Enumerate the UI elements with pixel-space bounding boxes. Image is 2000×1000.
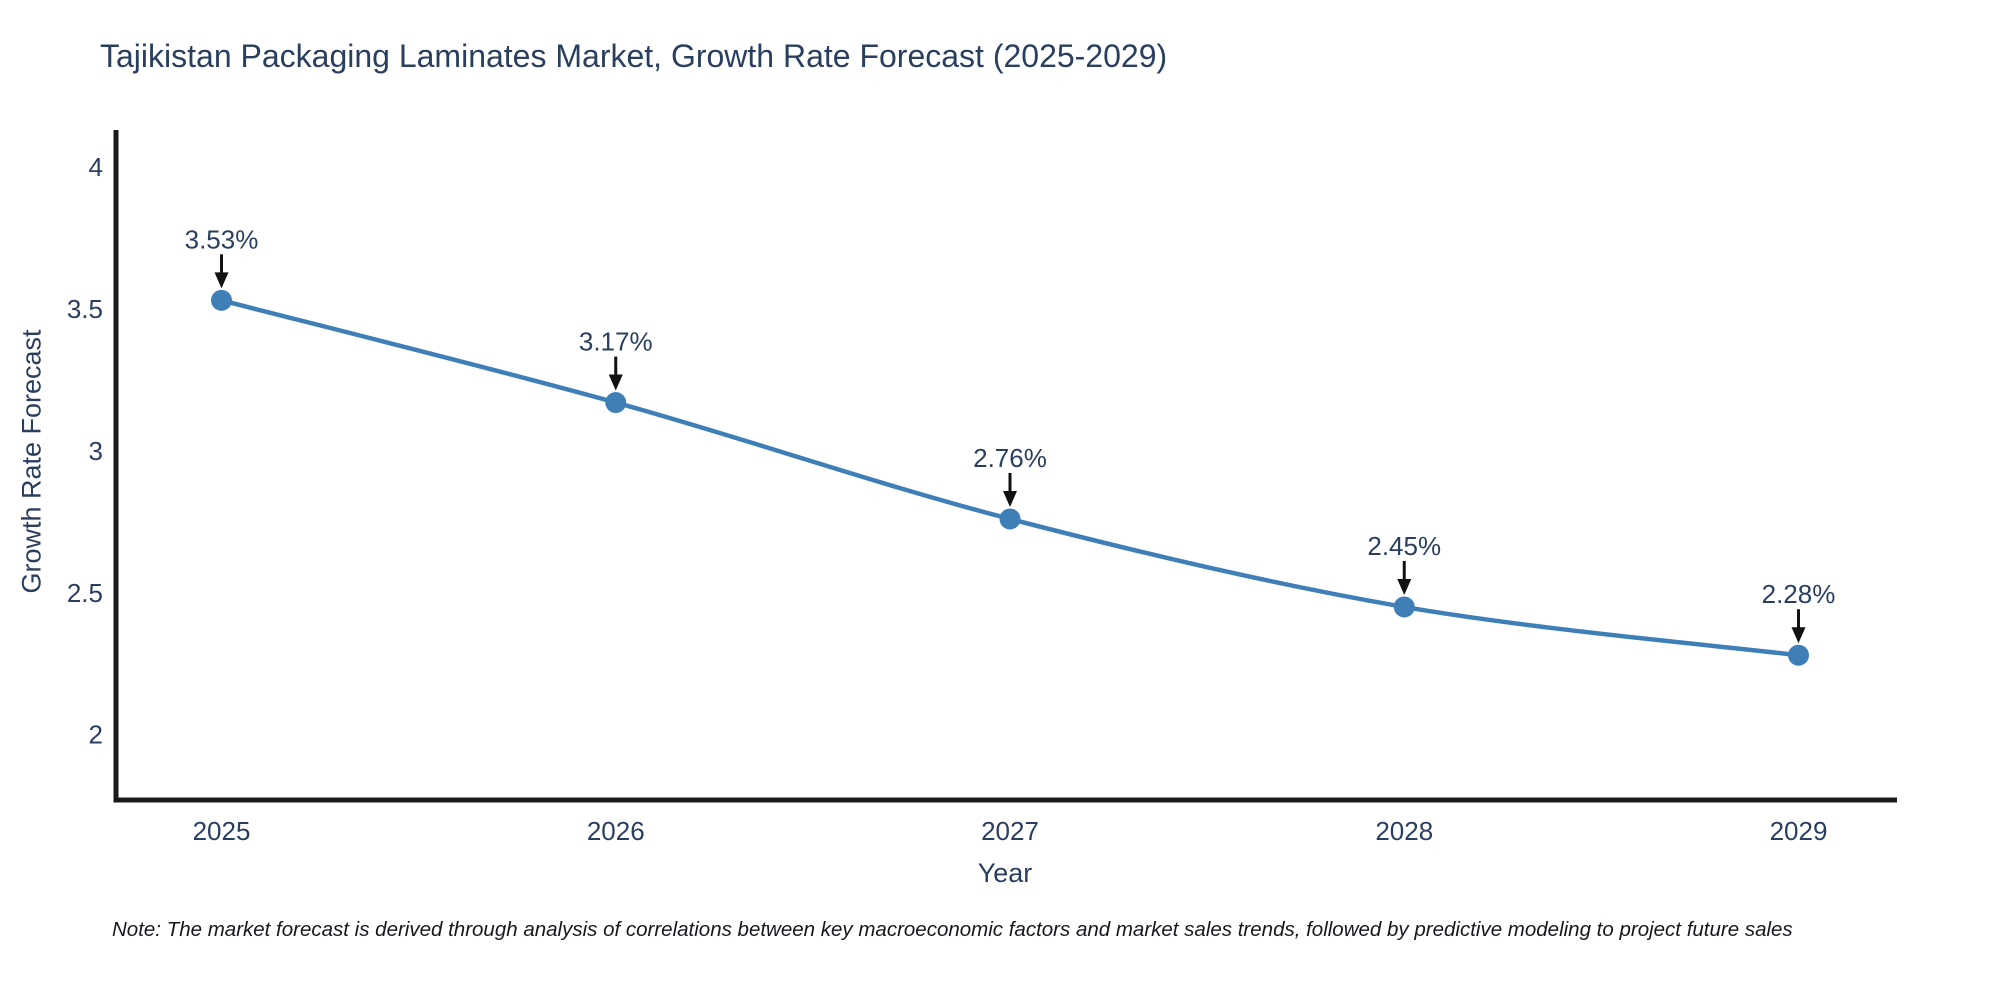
y-tick-label: 3	[89, 436, 103, 466]
data-point[interactable]	[1788, 644, 1809, 666]
annotation-arrowhead-icon	[1791, 627, 1806, 644]
x-axis-title: Year	[977, 858, 1033, 888]
data-point[interactable]	[211, 289, 232, 311]
x-tick-label: 2029	[1770, 816, 1828, 846]
y-tick-label: 3.5	[67, 294, 103, 324]
data-point[interactable]	[605, 392, 627, 414]
data-point[interactable]	[1393, 596, 1415, 618]
annotation-arrowhead-icon	[1397, 578, 1412, 595]
x-tick-label: 2026	[587, 816, 645, 846]
chart-title: Tajikistan Packaging Laminates Market, G…	[100, 38, 1168, 74]
y-axis-title: Growth Rate Forecast	[16, 329, 47, 594]
point-value-label: 3.53%	[185, 224, 259, 254]
y-tick-label: 2.5	[67, 578, 103, 608]
x-tick-label: 2027	[981, 816, 1039, 846]
y-tick-label: 2	[89, 720, 103, 750]
data-point[interactable]	[999, 508, 1021, 530]
point-value-label: 2.45%	[1367, 531, 1441, 561]
annotation-arrowhead-icon	[1003, 490, 1017, 507]
point-value-label: 2.28%	[1762, 579, 1836, 609]
point-value-label: 2.76%	[973, 443, 1047, 473]
x-tick-label: 2028	[1375, 816, 1433, 846]
annotation-arrowhead-icon	[608, 374, 623, 391]
footnote: Note: The market forecast is derived thr…	[112, 918, 1793, 941]
y-tick-label: 4	[89, 152, 103, 182]
annotation-arrowhead-icon	[214, 272, 229, 289]
x-tick-label: 2025	[193, 816, 251, 846]
point-value-label: 3.17%	[579, 327, 653, 357]
